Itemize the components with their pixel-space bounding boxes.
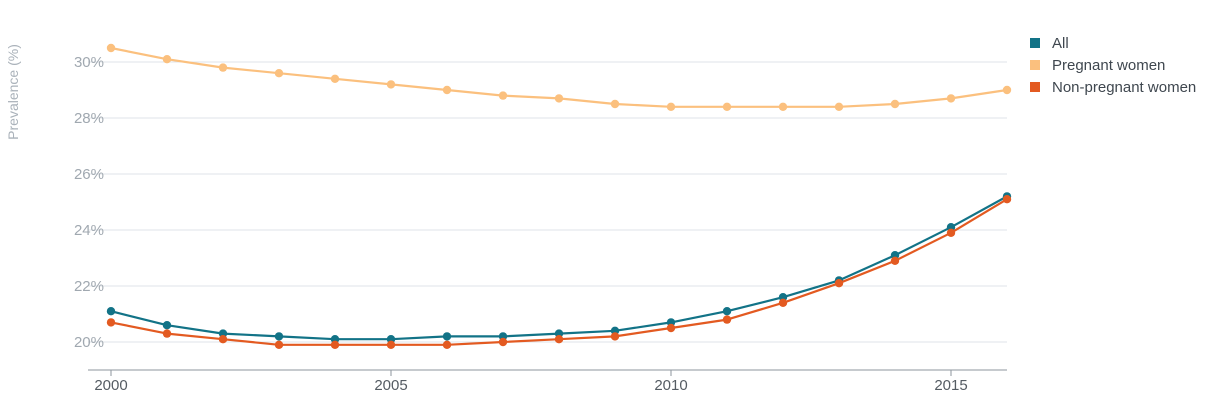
data-point-all: [274, 332, 284, 341]
y-tick-label: 22%: [74, 278, 104, 295]
data-point-non-pregnant-women: [946, 228, 956, 237]
legend-swatch: [1030, 82, 1040, 92]
x-tick-label: 2010: [654, 377, 687, 394]
data-point-pregnant-women: [386, 80, 396, 89]
data-point-non-pregnant-women: [834, 279, 844, 288]
series-line-non-pregnant-women: [109, 198, 1009, 346]
data-point-non-pregnant-women: [386, 340, 396, 349]
legend-swatch: [1030, 60, 1040, 70]
data-point-non-pregnant-women: [610, 332, 620, 341]
data-point-pregnant-women: [1002, 85, 1012, 95]
legend-item-pregnant[interactable]: Pregnant women: [1030, 54, 1196, 76]
data-point-pregnant-women: [162, 55, 172, 64]
data-point-pregnant-women: [330, 74, 340, 84]
data-point-non-pregnant-women: [330, 340, 340, 349]
x-tick-label: 2005: [374, 377, 407, 394]
data-point-non-pregnant-women: [274, 340, 284, 349]
data-point-non-pregnant-women: [554, 335, 564, 344]
y-tick-label: 28%: [74, 110, 104, 127]
data-point-non-pregnant-women: [498, 337, 508, 347]
data-point-pregnant-women: [778, 102, 788, 112]
y-tick-label: 26%: [74, 166, 104, 183]
x-tick-label: 2015: [934, 377, 967, 394]
legend-label: Pregnant women: [1052, 56, 1166, 74]
data-point-non-pregnant-women: [106, 318, 116, 327]
data-point-pregnant-women: [218, 63, 228, 72]
series-layer: [106, 43, 1012, 349]
data-point-non-pregnant-women: [722, 315, 732, 324]
grid: [88, 61, 1007, 343]
y-axis-label: Prevalence (%): [5, 44, 21, 140]
data-point-pregnant-women: [890, 99, 900, 109]
x-tick-label: 2000: [94, 377, 127, 394]
series-pregnant-women: [106, 43, 1012, 112]
data-point-pregnant-women: [498, 91, 508, 100]
legend-item-non-pregnant[interactable]: Non-pregnant women: [1030, 76, 1196, 98]
axes: 20% 22% 24% 26% 28% 30% 2000 2005 2010 2015: [74, 54, 1007, 394]
data-point-all: [106, 307, 116, 316]
data-point-non-pregnant-women: [442, 340, 452, 349]
data-point-non-pregnant-women: [778, 298, 788, 307]
data-point-all: [162, 321, 172, 330]
data-point-non-pregnant-women: [890, 256, 900, 265]
data-point-pregnant-women: [722, 102, 732, 112]
data-point-all: [442, 332, 452, 341]
y-tick-label: 30%: [74, 54, 104, 71]
legend: All Pregnant women Non-pregnant women: [1030, 32, 1196, 98]
series-non-pregnant-women: [106, 195, 1012, 349]
data-point-pregnant-women: [610, 99, 620, 109]
data-point-pregnant-women: [554, 94, 564, 103]
data-point-pregnant-women: [274, 69, 284, 78]
y-tick-label: 20%: [74, 334, 104, 351]
data-point-pregnant-women: [834, 102, 844, 112]
y-tick-label: 24%: [74, 222, 104, 239]
legend-item-all[interactable]: All: [1030, 32, 1196, 54]
data-point-pregnant-women: [106, 43, 116, 53]
data-point-non-pregnant-women: [666, 323, 676, 333]
data-point-pregnant-women: [666, 102, 676, 112]
legend-label: All: [1052, 34, 1069, 52]
data-point-non-pregnant-women: [218, 335, 228, 344]
data-point-non-pregnant-women: [162, 329, 172, 338]
legend-label: Non-pregnant women: [1052, 78, 1197, 96]
data-point-pregnant-women: [442, 85, 452, 95]
legend-swatch: [1030, 38, 1040, 48]
data-point-all: [722, 307, 732, 316]
series-line-all: [109, 195, 1009, 341]
data-point-non-pregnant-women: [1002, 195, 1012, 204]
data-point-pregnant-women: [946, 94, 956, 103]
